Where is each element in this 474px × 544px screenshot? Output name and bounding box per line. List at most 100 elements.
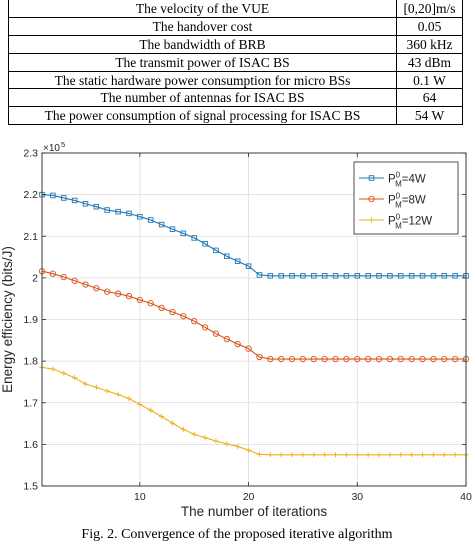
data-point bbox=[289, 273, 295, 279]
data-point bbox=[158, 221, 165, 228]
data-point bbox=[332, 273, 339, 279]
data-point bbox=[299, 355, 307, 363]
y-tick-label: 1.8 bbox=[23, 356, 38, 368]
data-point bbox=[82, 381, 89, 387]
data-point bbox=[202, 240, 208, 247]
data-point bbox=[376, 452, 382, 458]
data-point bbox=[93, 203, 100, 210]
data-point bbox=[191, 318, 198, 325]
data-point bbox=[104, 388, 110, 394]
parameter-name-cell: The velocity of the VUE bbox=[8, 0, 397, 18]
data-point bbox=[104, 207, 110, 213]
y-tick-label: 1.6 bbox=[23, 439, 38, 451]
data-point bbox=[49, 270, 57, 277]
data-point bbox=[441, 452, 447, 458]
data-point bbox=[452, 452, 458, 458]
x-axis-label: The number of iterations bbox=[181, 504, 328, 519]
series-line-12W bbox=[41, 366, 466, 456]
data-point bbox=[180, 426, 186, 432]
data-point bbox=[365, 452, 371, 458]
table-row: The static hardware power consumption fo… bbox=[8, 70, 463, 90]
data-point bbox=[321, 355, 328, 363]
data-point bbox=[267, 273, 274, 279]
data-point bbox=[288, 355, 296, 363]
data-point bbox=[332, 452, 339, 458]
convergence-chart: 1.5 1.6 1.7 1.8 1.9 2 2.1 2.2 2.3 10 20 30 40 ×10 5 The… bbox=[0, 140, 472, 519]
data-point bbox=[169, 420, 176, 426]
parameter-name-cell: The handover cost bbox=[8, 16, 397, 36]
data-point bbox=[245, 447, 252, 453]
data-point bbox=[451, 355, 459, 363]
y-exponent-power: 5 bbox=[61, 140, 65, 149]
x-tick-label: 10 bbox=[134, 491, 146, 503]
parameter-value-cell: 64 bbox=[396, 88, 463, 108]
data-point bbox=[289, 452, 295, 458]
data-point bbox=[332, 355, 339, 363]
data-point bbox=[430, 273, 437, 279]
data-point bbox=[202, 435, 208, 441]
y-tick-label: 2 bbox=[32, 272, 38, 284]
data-point bbox=[386, 355, 394, 363]
parameter-name-cell: The bandwidth of BRB bbox=[8, 34, 397, 54]
data-point bbox=[343, 452, 350, 458]
data-point bbox=[267, 355, 274, 363]
data-point bbox=[60, 195, 67, 201]
data-point bbox=[158, 304, 165, 311]
data-point bbox=[441, 355, 448, 363]
parameter-name-cell: The static hardware power consumption fo… bbox=[8, 70, 397, 90]
series-layer bbox=[38, 191, 470, 458]
data-point bbox=[114, 290, 122, 297]
series-line-8W bbox=[41, 270, 466, 360]
data-point bbox=[82, 201, 89, 207]
data-point bbox=[60, 273, 67, 281]
data-point bbox=[310, 355, 317, 363]
data-point bbox=[321, 273, 328, 279]
legend-marker bbox=[368, 217, 375, 223]
data-point bbox=[430, 355, 437, 363]
data-point bbox=[354, 452, 360, 458]
data-point bbox=[180, 230, 187, 237]
parameter-value-cell: 360 kHz bbox=[396, 34, 463, 54]
data-point bbox=[125, 293, 133, 300]
parameter-table: The velocity of the VUE [0,20]m/s The hand… bbox=[8, 0, 463, 126]
y-tick-label: 1.7 bbox=[23, 397, 38, 409]
data-point bbox=[213, 247, 219, 254]
data-point bbox=[50, 192, 56, 199]
data-point bbox=[82, 281, 89, 288]
parameter-name-cell: The number of antennas for ISAC BS bbox=[8, 88, 397, 108]
data-point bbox=[191, 235, 197, 241]
y-tick-label: 1.5 bbox=[23, 481, 38, 493]
parameter-value-cell: 0.05 bbox=[396, 16, 463, 36]
data-point bbox=[137, 213, 143, 220]
x-tick-label: 40 bbox=[460, 491, 472, 503]
data-point bbox=[245, 345, 252, 352]
data-point bbox=[213, 438, 219, 444]
legend-label: P0 M=4W bbox=[388, 171, 426, 189]
data-point bbox=[61, 370, 67, 376]
y-tick-label: 2.2 bbox=[23, 189, 38, 201]
parameter-name-cell: The power consumption of signal processi… bbox=[8, 106, 397, 126]
data-point bbox=[398, 273, 404, 279]
data-point bbox=[224, 253, 230, 259]
data-point bbox=[126, 210, 132, 217]
table-row: The transmit power of ISAC BS 43 dBm bbox=[8, 52, 463, 72]
y-exponent-label: ×10 bbox=[43, 143, 60, 154]
x-tick-label: 30 bbox=[351, 491, 363, 503]
data-point bbox=[397, 355, 404, 363]
data-point bbox=[137, 401, 143, 408]
data-point bbox=[50, 366, 56, 372]
table-row: The velocity of the VUE [0,20]m/s bbox=[8, 0, 463, 18]
data-point bbox=[408, 355, 415, 363]
axes: 1.5 1.6 1.7 1.8 1.9 2 2.1 2.2 2.3 10 20 30 40 ×10 5 The… bbox=[0, 140, 472, 519]
data-point bbox=[278, 355, 285, 363]
data-point bbox=[147, 300, 154, 307]
data-point bbox=[322, 452, 328, 458]
data-point bbox=[365, 273, 371, 279]
data-point bbox=[354, 355, 361, 363]
legend-marker bbox=[368, 195, 375, 203]
data-point bbox=[278, 452, 284, 458]
data-point bbox=[245, 263, 252, 269]
data-point bbox=[343, 355, 350, 363]
data-point bbox=[408, 273, 415, 279]
data-point bbox=[224, 441, 230, 447]
